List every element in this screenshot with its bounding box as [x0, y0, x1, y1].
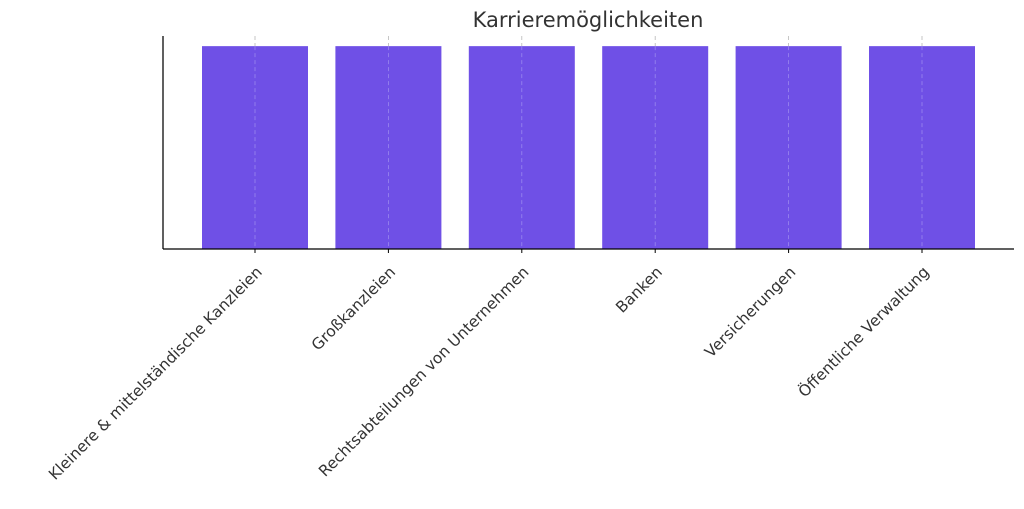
x-tick-label: Rechtsabteilungen von Unternehmen [315, 263, 532, 480]
x-tick-label: Versicherungen [701, 263, 799, 361]
x-tick-label: Banken [612, 263, 666, 317]
grid-overlay [254, 46, 923, 249]
chart-title: Karrieremöglichkeiten [473, 8, 704, 32]
x-tick-label: Großkanzleien [308, 263, 399, 354]
bars [202, 46, 975, 250]
x-tick-labels: Kleinere & mittelständische Kanzleien Gro… [45, 249, 933, 484]
x-tick-label: Öffentliche Verwaltung [794, 262, 933, 401]
x-tick-label: Kleinere & mittelständische Kanzleien [45, 263, 266, 484]
